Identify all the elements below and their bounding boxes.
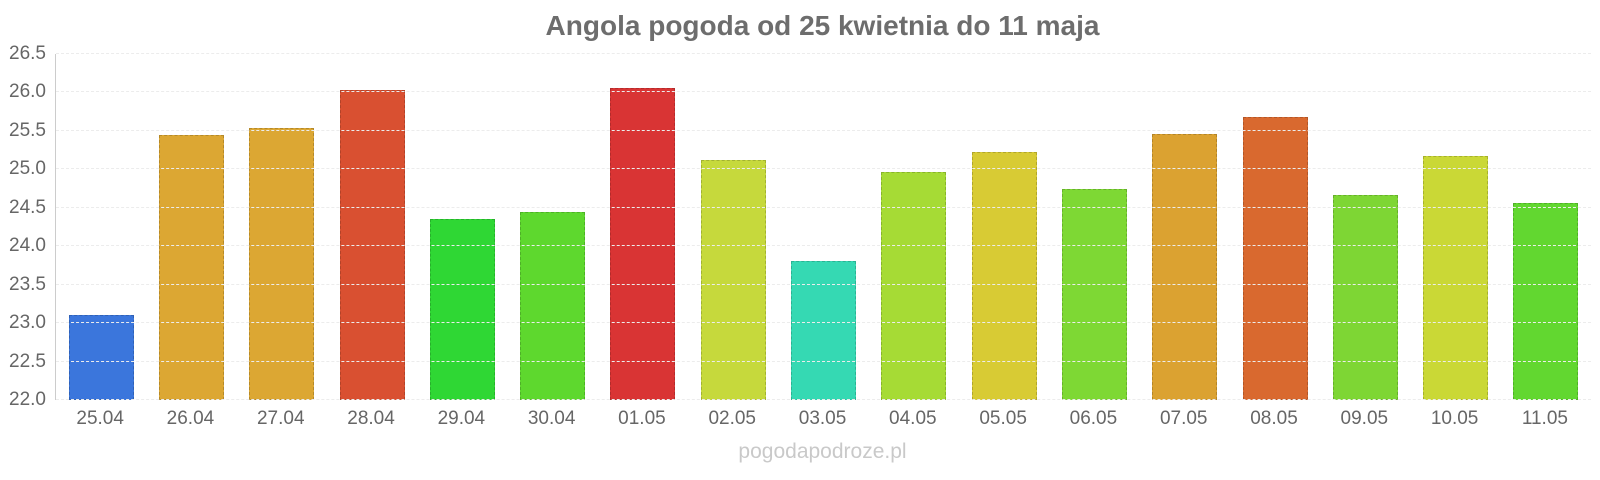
bar-01.05[interactable] xyxy=(610,87,676,400)
x-tick-label-09.05: 09.05 xyxy=(1340,408,1389,429)
y-tick-label-24.5: 24.5 xyxy=(9,196,46,218)
bar-10.05[interactable] xyxy=(1423,156,1489,400)
bar-slot-07.05 xyxy=(1140,54,1230,400)
bar-slot-29.04 xyxy=(417,54,507,400)
gridline-22.0 xyxy=(56,399,1591,400)
bar-slot-27.04 xyxy=(237,54,327,400)
x-tick-label-06.05: 06.05 xyxy=(1069,408,1118,429)
y-tick-label-22.0: 22.0 xyxy=(9,389,46,410)
gridline-23.5 xyxy=(56,283,1591,285)
x-tick-label-04.05: 04.05 xyxy=(889,408,937,429)
bar-05.05[interactable] xyxy=(971,151,1037,400)
bar-slot-03.05 xyxy=(778,54,868,400)
bar-25.04[interactable] xyxy=(68,315,134,400)
bar-slot-04.05 xyxy=(869,54,959,400)
bar-slot-02.05 xyxy=(688,54,778,400)
bar-slot-01.05 xyxy=(598,54,688,400)
bar-slot-05.05 xyxy=(959,54,1049,400)
bar-09.05[interactable] xyxy=(1332,195,1398,400)
x-tick-label-29.04: 29.04 xyxy=(437,408,486,429)
gridline-24.0 xyxy=(56,245,1591,247)
bar-27.04[interactable] xyxy=(249,127,315,400)
bar-26.04[interactable] xyxy=(158,134,224,400)
gridline-26.0 xyxy=(56,91,1591,93)
y-tick-label-25.0: 25.0 xyxy=(9,158,46,180)
bar-slot-26.04 xyxy=(146,54,236,400)
y-tick-label-26.0: 26.0 xyxy=(9,81,46,103)
bars-container xyxy=(56,54,1591,400)
x-tick-label-30.04: 30.04 xyxy=(527,408,576,429)
x-tick-label-28.04: 28.04 xyxy=(347,408,395,429)
x-tick-label-26.04: 26.04 xyxy=(166,408,215,429)
x-tick-label-05.05: 05.05 xyxy=(979,408,1027,429)
bar-slot-30.04 xyxy=(507,54,597,400)
gridline-22.5 xyxy=(56,360,1591,362)
x-tick-label-25.04: 25.04 xyxy=(76,408,124,429)
y-tick-label-23.5: 23.5 xyxy=(9,273,46,295)
bar-30.04[interactable] xyxy=(520,212,586,400)
bar-07.05[interactable] xyxy=(1152,133,1218,400)
bar-slot-25.04 xyxy=(56,54,146,400)
gridline-25.5 xyxy=(56,129,1591,131)
gridline-23.0 xyxy=(56,322,1591,324)
gridline-26.5 xyxy=(56,53,1591,54)
y-tick-label-25.5: 25.5 xyxy=(9,119,46,141)
x-tick-label-10.05: 10.05 xyxy=(1430,408,1479,429)
bar-06.05[interactable] xyxy=(1061,188,1127,400)
gridline-24.5 xyxy=(56,206,1591,208)
bar-slot-06.05 xyxy=(1049,54,1139,400)
y-tick-label-22.5: 22.5 xyxy=(9,350,46,372)
bar-04.05[interactable] xyxy=(881,171,947,400)
bar-slot-09.05 xyxy=(1320,54,1410,400)
bar-11.05[interactable] xyxy=(1513,203,1579,400)
bar-slot-10.05 xyxy=(1410,54,1500,400)
bar-slot-11.05 xyxy=(1501,54,1591,400)
x-tick-label-08.05: 08.05 xyxy=(1250,408,1298,429)
plot-area xyxy=(55,53,1591,400)
bar-08.05[interactable] xyxy=(1242,117,1308,400)
gridline-25.0 xyxy=(56,168,1591,170)
x-tick-label-03.05: 03.05 xyxy=(798,408,847,429)
y-tick-label-26.5: 26.5 xyxy=(9,43,46,64)
bar-slot-08.05 xyxy=(1230,54,1320,400)
y-tick-label-24.0: 24.0 xyxy=(9,235,46,257)
x-tick-label-07.05: 07.05 xyxy=(1159,408,1208,429)
bar-29.04[interactable] xyxy=(429,218,495,400)
bar-slot-28.04 xyxy=(327,54,417,400)
watermark: pogodapodroze.pl xyxy=(738,440,907,463)
bar-03.05[interactable] xyxy=(791,260,857,400)
chart-title: Angola pogoda od 25 kwietnia do 11 maja xyxy=(545,10,1100,41)
x-tick-label-01.05: 01.05 xyxy=(618,408,666,429)
x-axis-labels: 25.04 26.04 27.04 28.04 29.04 30.04 01.05 02.05… xyxy=(55,408,1590,430)
bar-02.05[interactable] xyxy=(700,160,766,400)
x-tick-label-11.05: 11.05 xyxy=(1521,408,1568,429)
x-tick-label-27.04: 27.04 xyxy=(256,408,305,429)
y-tick-label-23.0: 23.0 xyxy=(9,312,46,334)
x-tick-label-02.05: 02.05 xyxy=(708,408,756,429)
